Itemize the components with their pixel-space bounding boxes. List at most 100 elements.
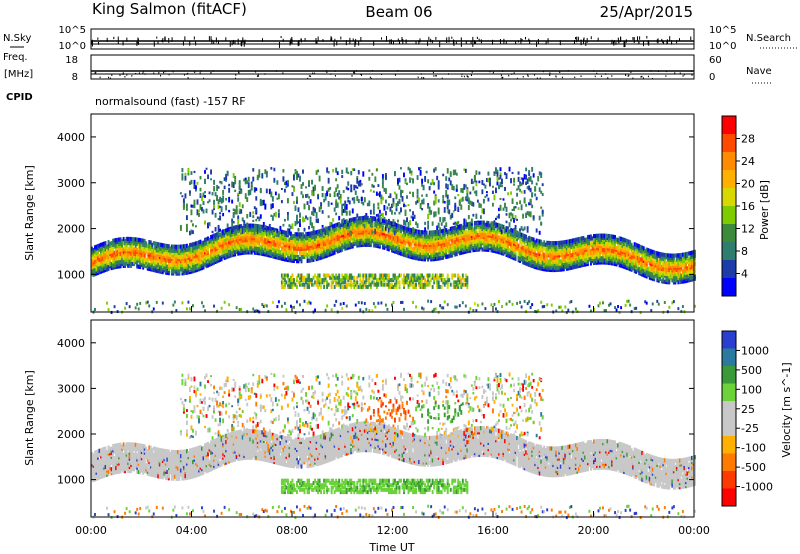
- power-cell: [427, 275, 430, 280]
- power-cell: [380, 213, 383, 216]
- power-cell: [419, 282, 422, 287]
- power-cell: [193, 202, 196, 209]
- power-cell: [323, 252, 326, 257]
- power-cell: [238, 224, 241, 229]
- power-cell: [366, 278, 369, 283]
- power-cell: [276, 240, 279, 246]
- power-cell: [390, 210, 393, 215]
- power-cell: [457, 282, 460, 287]
- power-cell: [481, 239, 484, 244]
- power-cell: [458, 275, 461, 280]
- power-cell: [478, 203, 481, 208]
- power-cell: [250, 181, 253, 184]
- power-cell: [312, 282, 315, 287]
- power-cell: [434, 230, 437, 235]
- power-cell: [228, 227, 231, 232]
- power-cell: [339, 278, 342, 283]
- power-cell: [312, 186, 315, 192]
- power-cell: [262, 304, 265, 308]
- power-cell: [329, 227, 332, 231]
- power-cell: [250, 250, 253, 255]
- noise-spike: [282, 38, 284, 42]
- power-cell: [360, 216, 363, 221]
- power-cell: [472, 202, 475, 207]
- power-cell: [193, 170, 196, 174]
- power-cell: [439, 275, 442, 280]
- power-cell: [360, 183, 363, 186]
- power-cell: [282, 176, 285, 182]
- freq-dot: [508, 74, 510, 77]
- power-cell: [466, 284, 469, 289]
- power-cell: [187, 170, 190, 176]
- power-cell: [387, 280, 390, 285]
- power-cell: [293, 174, 295, 181]
- power-cell: [377, 213, 380, 218]
- power-cell: [369, 282, 372, 287]
- power-cell: [333, 244, 336, 249]
- power-cell: [286, 198, 289, 204]
- power-cell: [318, 175, 321, 182]
- power-cell: [228, 187, 231, 193]
- freq-dot: [355, 70, 357, 72]
- power-cell: [488, 181, 491, 187]
- noise-spike: [611, 39, 613, 45]
- freq-dot: [691, 74, 693, 76]
- power-cell: [491, 202, 494, 207]
- power-cell: [466, 188, 469, 194]
- power-cell: [464, 278, 467, 283]
- power-cell: [397, 201, 399, 207]
- power-cell: [293, 254, 295, 259]
- freq-dot: [126, 74, 128, 76]
- power-cell: [341, 175, 344, 178]
- power-cell: [250, 185, 253, 191]
- freq-dot: [441, 77, 443, 80]
- power-cell: [285, 247, 288, 252]
- power-cell: [256, 216, 259, 220]
- power-cell: [467, 221, 470, 226]
- power-cell: [199, 193, 202, 196]
- power-cell: [238, 202, 241, 207]
- power-cell: [321, 228, 324, 233]
- power-cell: [464, 168, 467, 173]
- noise-spike: [215, 37, 217, 43]
- power-cell: [448, 199, 451, 206]
- power-cell: [445, 254, 448, 260]
- power-cell: [490, 303, 493, 307]
- power-cell: [329, 275, 332, 280]
- power-cell: [341, 306, 344, 310]
- power-cell: [390, 303, 393, 307]
- power-cell: [318, 275, 321, 280]
- power-cell: [390, 203, 393, 208]
- power-cell: [300, 250, 303, 256]
- noise-spike: [225, 37, 227, 42]
- noise-spike: [195, 40, 197, 46]
- power-cell: [306, 217, 309, 221]
- power-cell: [440, 233, 443, 238]
- power-cell: [303, 284, 306, 289]
- power-cell: [315, 280, 318, 285]
- noise-spike: [289, 40, 291, 46]
- noise-spike: [157, 41, 159, 45]
- noise-spike: [113, 36, 115, 40]
- power-cell: [94, 245, 96, 250]
- power-cell: [386, 307, 389, 311]
- power-cell: [357, 301, 360, 305]
- power-cell: [354, 185, 357, 189]
- power-cell: [401, 190, 404, 193]
- power-cell: [300, 191, 303, 195]
- power-cell: [347, 239, 350, 244]
- freq-dot: [611, 75, 613, 77]
- power-cell: [418, 167, 421, 171]
- power-cell: [461, 275, 464, 280]
- power-cell: [255, 224, 258, 230]
- power-cell: [216, 232, 219, 237]
- noise-spike: [360, 36, 362, 42]
- power-cell: [353, 280, 356, 285]
- power-cell: [196, 240, 199, 246]
- power-cell: [235, 210, 238, 215]
- power-cell: [389, 282, 392, 287]
- power-cell: [363, 215, 366, 220]
- power-cell: [121, 239, 124, 244]
- power-cell: [327, 187, 330, 192]
- power-cell: [461, 196, 464, 202]
